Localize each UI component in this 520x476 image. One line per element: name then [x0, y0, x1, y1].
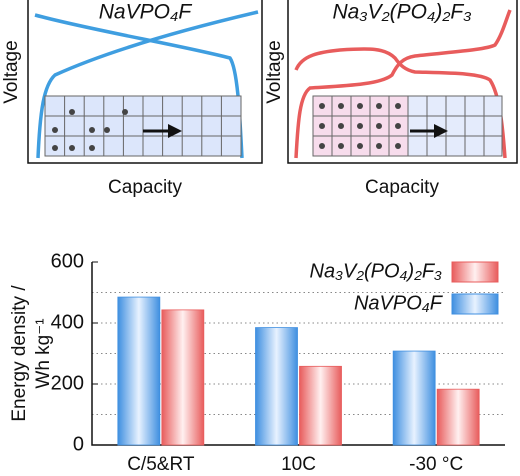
legend-swatch: [451, 293, 499, 315]
x-tick-label: -30 °C: [409, 454, 463, 475]
y-tick-label: 400: [51, 311, 84, 333]
schematic-ylabel: Voltage: [264, 40, 285, 103]
legend-swatch: [451, 261, 499, 283]
bar: [299, 365, 342, 446]
bar: [161, 309, 205, 446]
legend-label: NaVPO₄F: [354, 292, 444, 314]
curve: [294, 47, 507, 159]
lattice-grid: [312, 95, 503, 157]
arrow-head: [434, 124, 448, 138]
schematic-left: NaVPO₄F Voltage Capacity: [1, 0, 263, 198]
arrow-head: [168, 124, 182, 138]
axis-frame: [91, 262, 505, 446]
bar: [436, 388, 480, 446]
y-tick-label: 200: [51, 372, 84, 394]
bar: [117, 296, 161, 446]
bar-chart: Energy density / Wh kg⁻¹ 0 200 400 600 C/5&RT 1…: [9, 250, 505, 475]
ions: [319, 103, 401, 149]
schematic-title: NaVPO₄F: [99, 1, 193, 24]
schematic-xlabel: Capacity: [108, 177, 182, 198]
y-tick-label: 0: [73, 433, 84, 455]
lattice-empty: [408, 96, 502, 156]
y-axis-label: Energy density /: [9, 285, 30, 422]
curve: [36, 10, 259, 159]
y-axis-label: Wh kg⁻¹: [33, 318, 54, 388]
bar: [392, 350, 436, 446]
frame: [27, 0, 263, 164]
schematic-xlabel: Capacity: [365, 177, 439, 198]
y-tick-label: 600: [51, 250, 84, 272]
x-tick-label: C/5&RT: [127, 454, 195, 475]
ions: [52, 109, 128, 151]
curve: [294, 9, 512, 159]
legend-label: Na₃V₂(PO₄)₂F₃: [310, 260, 443, 282]
schematic-right: Na₃V₂(PO₄)₂F₃ Voltage Capacity: [264, 0, 518, 198]
schematic-ylabel: Voltage: [1, 40, 22, 103]
frame: [287, 0, 518, 164]
x-tick-label: 10C: [281, 454, 316, 475]
lattice: [44, 95, 242, 157]
bar: [255, 327, 298, 446]
schematic-title: Na₃V₂(PO₄)₂F₃: [332, 1, 471, 24]
